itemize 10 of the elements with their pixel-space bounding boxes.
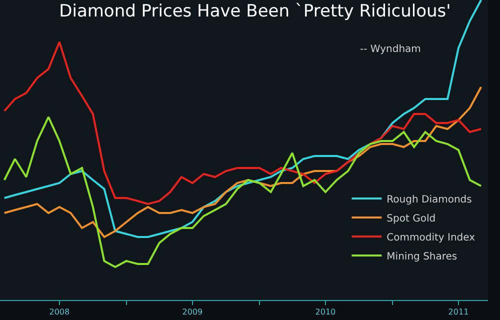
x-tick-label: 2011 [448,308,469,317]
legend-label: Rough Diamonds [386,194,472,206]
x-tick-label: 2008 [49,308,70,317]
legend-label: Commodity Index [386,232,476,244]
chart-title: Diamond Prices Have Been `Pretty Ridiculous' [59,2,451,22]
x-tick-label: 2010 [315,308,336,317]
text: -- Wyndham [360,44,421,55]
legend-label: Mining Shares [386,251,458,262]
x-tick-label: 2009 [182,308,203,317]
legend-label: Spot Gold [386,213,436,224]
